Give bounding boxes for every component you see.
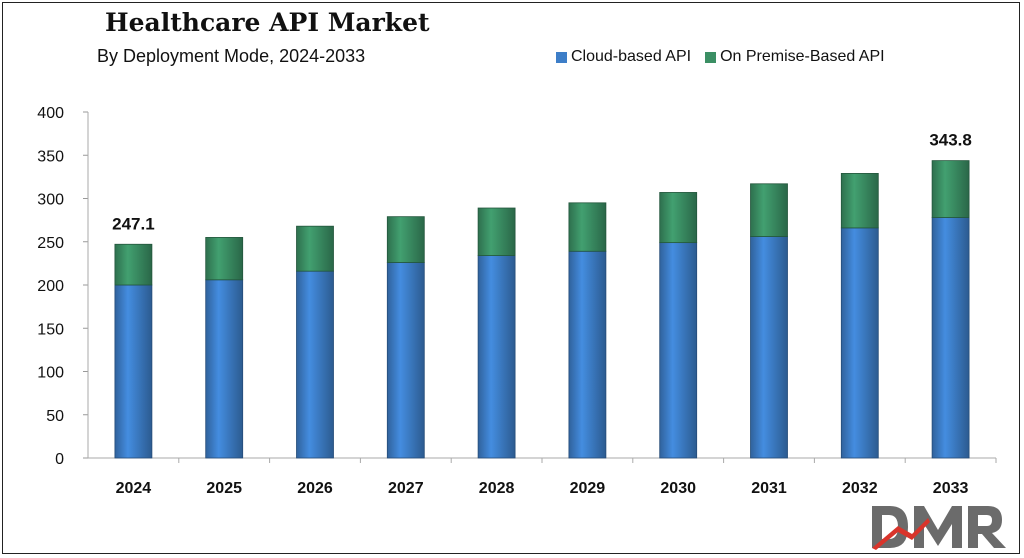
legend-item-cloud: Cloud-based API (556, 48, 691, 66)
bar-on-premise (386, 216, 425, 263)
chart-subtitle: By Deployment Mode, 2024-2033 (97, 46, 366, 66)
dmr-logo: DMR (872, 506, 1006, 553)
bar-on-premise (750, 183, 788, 237)
x-tick-label: 2026 (297, 480, 333, 497)
logo-text: DMR (940, 551, 943, 553)
y-tick-label: 100 (37, 365, 64, 382)
logo-letter-d (872, 506, 908, 548)
logo-letter-r (968, 506, 1006, 548)
x-tick-label: 2031 (751, 480, 787, 497)
legend-swatch-on-premise (705, 51, 717, 63)
y-tick-label: 250 (37, 235, 64, 252)
y-tick-label: 150 (37, 321, 64, 338)
bar-cloud (568, 250, 607, 459)
bar-cloud (205, 279, 244, 459)
bar-on-premise (931, 160, 970, 218)
bar-cloud (114, 284, 153, 459)
bar-on-premise (205, 237, 244, 281)
y-tick-label: 200 (37, 278, 64, 295)
x-tick-label: 2033 (933, 480, 969, 497)
bar-cloud (750, 236, 788, 459)
bar-cloud (840, 227, 879, 459)
bar-on-premise (840, 173, 879, 229)
x-tick-label: 2027 (388, 480, 424, 497)
x-tick-label: 2028 (479, 480, 515, 497)
y-tick-label: 350 (37, 148, 64, 165)
bar-on-premise (568, 202, 607, 252)
x-tick-label: 2029 (570, 480, 606, 497)
bar-on-premise (296, 225, 334, 272)
y-tick-label: 400 (37, 105, 64, 122)
bar-cloud (296, 270, 334, 459)
bar-cloud (386, 262, 425, 459)
legend-label-cloud: Cloud-based API (571, 48, 692, 65)
chart-title: Healthcare API Market (105, 8, 430, 37)
logo-swoosh (872, 518, 930, 550)
y-tick-label: 300 (37, 192, 64, 209)
data-label: 247.1 (112, 214, 155, 233)
bar-on-premise (114, 243, 153, 286)
bar-on-premise (477, 207, 516, 256)
legend-label-on-premise: On Premise-Based API (720, 48, 885, 65)
y-tick-label: 0 (55, 451, 64, 468)
x-tick-label: 2030 (660, 480, 696, 497)
legend-swatch-cloud (556, 51, 567, 63)
bar-cloud (931, 217, 970, 459)
x-tick-label: 2025 (206, 480, 242, 497)
y-tick-label: 50 (46, 408, 64, 425)
bar-cloud (477, 255, 516, 459)
x-tick-label: 2032 (842, 480, 878, 497)
bar-cloud (659, 242, 698, 459)
legend: Cloud-based API On Premise-Based API (556, 48, 885, 66)
x-tick-label: 2024 (116, 480, 152, 497)
bar-on-premise (659, 192, 698, 244)
data-label: 343.8 (929, 131, 972, 150)
legend-item-on-premise: On Premise-Based API (705, 48, 885, 66)
logo-letter-m (914, 506, 962, 548)
